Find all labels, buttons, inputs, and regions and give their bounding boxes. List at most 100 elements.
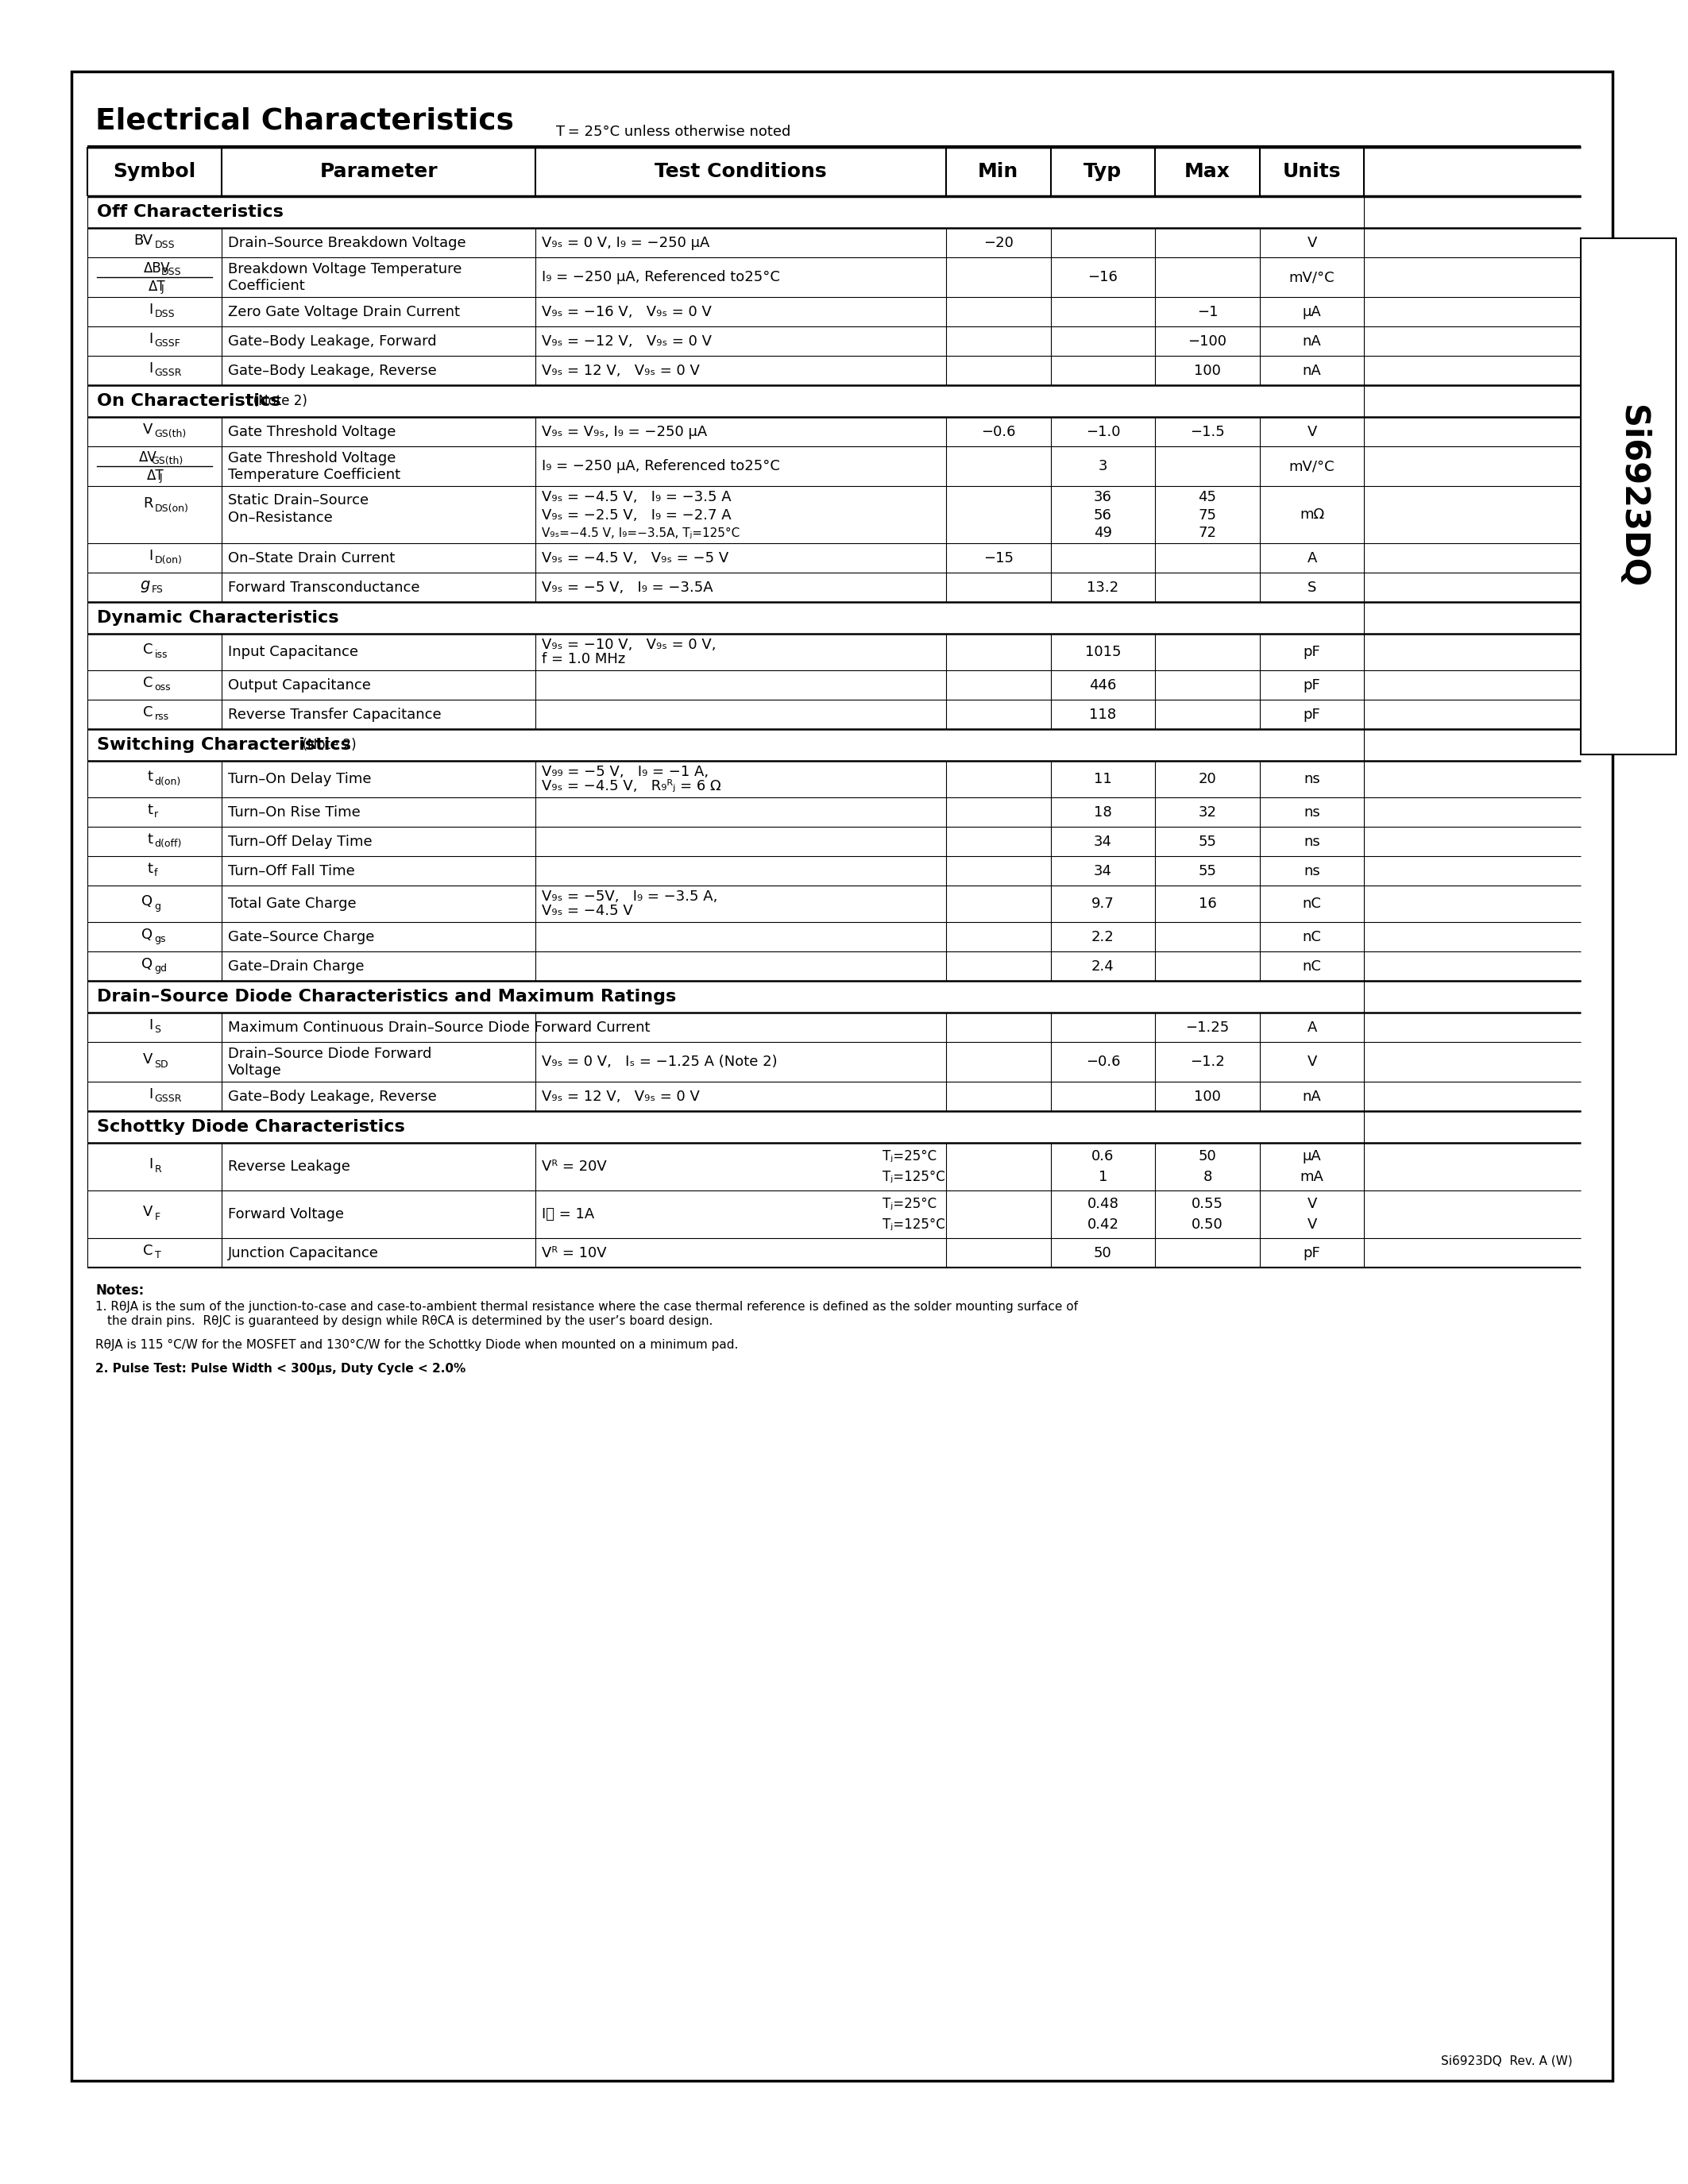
Text: ns: ns	[1303, 806, 1320, 819]
Text: BV: BV	[133, 234, 154, 247]
Text: −15: −15	[982, 550, 1013, 566]
Text: Gate–Body Leakage, Reverse: Gate–Body Leakage, Reverse	[228, 1090, 437, 1103]
Text: V: V	[1307, 1197, 1317, 1210]
Text: Test Conditions: Test Conditions	[655, 162, 827, 181]
Text: Turn–Off Delay Time: Turn–Off Delay Time	[228, 834, 373, 850]
Text: GSSR: GSSR	[155, 367, 182, 378]
Text: Reverse Transfer Capacitance: Reverse Transfer Capacitance	[228, 708, 442, 721]
Text: Turn–On Delay Time: Turn–On Delay Time	[228, 771, 371, 786]
Text: 100: 100	[1193, 1090, 1220, 1103]
Text: 34: 34	[1094, 834, 1112, 850]
Text: Turn–On Rise Time: Turn–On Rise Time	[228, 806, 361, 819]
Text: I: I	[149, 1088, 154, 1101]
Text: Units: Units	[1283, 162, 1342, 181]
Text: 446: 446	[1089, 677, 1116, 692]
Text: Symbol: Symbol	[113, 162, 196, 181]
Text: gs: gs	[155, 935, 165, 943]
Text: t: t	[147, 769, 154, 784]
Text: t: t	[147, 802, 154, 817]
Text: 0.48: 0.48	[1087, 1197, 1119, 1210]
Text: J: J	[160, 284, 164, 295]
Text: V₉ₛ = −4.5 V,   I₉ = −3.5 A: V₉ₛ = −4.5 V, I₉ = −3.5 A	[542, 491, 731, 505]
Text: I: I	[149, 301, 154, 317]
Text: Forward Transconductance: Forward Transconductance	[228, 581, 420, 594]
Text: −0.6: −0.6	[981, 424, 1016, 439]
Text: Typ: Typ	[1084, 162, 1123, 181]
Text: Gate–Body Leakage, Forward: Gate–Body Leakage, Forward	[228, 334, 437, 347]
Text: C: C	[143, 642, 154, 657]
Text: J: J	[159, 472, 162, 483]
Text: S: S	[1308, 581, 1317, 594]
Text: mA: mA	[1300, 1171, 1323, 1184]
Text: I₉ = −250 μA, Referenced to25°C: I₉ = −250 μA, Referenced to25°C	[542, 459, 780, 474]
Text: Drain–Source Breakdown Voltage: Drain–Source Breakdown Voltage	[228, 236, 466, 249]
Text: 50: 50	[1094, 1245, 1112, 1260]
Text: 2.2: 2.2	[1092, 930, 1114, 943]
Text: I: I	[149, 332, 154, 345]
Text: Gate Threshold Voltage: Gate Threshold Voltage	[228, 424, 397, 439]
Text: V: V	[143, 1053, 154, 1066]
Text: FS: FS	[152, 585, 164, 594]
Text: g: g	[140, 577, 150, 592]
Text: 0.6: 0.6	[1092, 1149, 1114, 1164]
Text: (Note 2): (Note 2)	[241, 393, 307, 408]
Text: ns: ns	[1303, 771, 1320, 786]
Text: Drain–Source Diode Forward: Drain–Source Diode Forward	[228, 1046, 432, 1061]
Text: t: t	[147, 832, 154, 845]
Text: GSSR: GSSR	[155, 1094, 182, 1103]
Text: V: V	[1307, 1055, 1317, 1068]
Text: R: R	[155, 1164, 162, 1175]
Text: −1: −1	[1197, 304, 1219, 319]
Text: 32: 32	[1198, 806, 1217, 819]
Text: V: V	[143, 422, 154, 437]
Text: 2.4: 2.4	[1092, 959, 1114, 974]
Text: V: V	[1307, 1219, 1317, 1232]
Text: Gate–Drain Charge: Gate–Drain Charge	[228, 959, 365, 974]
Text: rss: rss	[155, 712, 169, 723]
Text: Q: Q	[142, 928, 154, 941]
Text: Tⱼ=25°C: Tⱼ=25°C	[883, 1149, 937, 1164]
Text: V₉ₛ = −16 V,   V₉ₛ = 0 V: V₉ₛ = −16 V, V₉ₛ = 0 V	[542, 304, 712, 319]
Text: oss: oss	[155, 681, 170, 692]
Text: t: t	[147, 860, 154, 876]
Text: −1.2: −1.2	[1190, 1055, 1225, 1068]
Text: V₉ₛ=−4.5 V, I₉=−3.5A, Tⱼ=125°C: V₉ₛ=−4.5 V, I₉=−3.5A, Tⱼ=125°C	[542, 526, 739, 539]
Text: V₉ₛ = 0 V, I₉ = −250 μA: V₉ₛ = 0 V, I₉ = −250 μA	[542, 236, 709, 249]
Text: I: I	[149, 1018, 154, 1033]
Text: Input Capacitance: Input Capacitance	[228, 644, 358, 660]
Text: mΩ: mΩ	[1300, 507, 1325, 522]
Text: 0.42: 0.42	[1087, 1219, 1119, 1232]
Text: ns: ns	[1303, 834, 1320, 850]
Text: V₉ₛ = −5 V,   I₉ = −3.5A: V₉ₛ = −5 V, I₉ = −3.5A	[542, 581, 712, 594]
Text: S: S	[155, 1024, 160, 1035]
Text: 1. RθJA is the sum of the junction-to-case and case-to-ambient thermal resistanc: 1. RθJA is the sum of the junction-to-ca…	[95, 1302, 1079, 1313]
Text: SD: SD	[155, 1059, 169, 1070]
Text: gd: gd	[155, 963, 167, 974]
Text: 50: 50	[1198, 1149, 1217, 1164]
Text: 9.7: 9.7	[1092, 898, 1114, 911]
Text: pF: pF	[1303, 644, 1320, 660]
Text: R: R	[143, 496, 154, 511]
Text: nC: nC	[1303, 959, 1322, 974]
Text: pF: pF	[1303, 677, 1320, 692]
Text: V₉ₛ = −4.5 V,   R₉ᴿⱼ = 6 Ω: V₉ₛ = −4.5 V, R₉ᴿⱼ = 6 Ω	[542, 780, 721, 793]
Text: I: I	[149, 548, 154, 563]
Text: V: V	[143, 1206, 154, 1219]
Text: I₟ = 1A: I₟ = 1A	[542, 1208, 594, 1221]
Text: V₉ₛ = −4.5 V,   V₉ₛ = −5 V: V₉ₛ = −4.5 V, V₉ₛ = −5 V	[542, 550, 729, 566]
Text: 100: 100	[1193, 363, 1220, 378]
Text: d(on): d(on)	[155, 775, 181, 786]
Text: Drain–Source Diode Characteristics and Maximum Ratings: Drain–Source Diode Characteristics and M…	[96, 989, 677, 1005]
Text: 20: 20	[1198, 771, 1217, 786]
Text: Min: Min	[977, 162, 1018, 181]
Text: Vᴿ = 20V: Vᴿ = 20V	[542, 1160, 606, 1173]
Text: V₉ₛ = 12 V,   V₉ₛ = 0 V: V₉ₛ = 12 V, V₉ₛ = 0 V	[542, 1090, 701, 1103]
Text: A: A	[1307, 550, 1317, 566]
Text: Gate–Body Leakage, Reverse: Gate–Body Leakage, Reverse	[228, 363, 437, 378]
Text: Gate Threshold Voltage: Gate Threshold Voltage	[228, 452, 397, 465]
Text: 75: 75	[1198, 509, 1217, 522]
Text: F: F	[155, 1212, 160, 1221]
Text: 56: 56	[1094, 509, 1112, 522]
Text: ns: ns	[1303, 863, 1320, 878]
Text: Tⱼ=125°C: Tⱼ=125°C	[883, 1219, 945, 1232]
